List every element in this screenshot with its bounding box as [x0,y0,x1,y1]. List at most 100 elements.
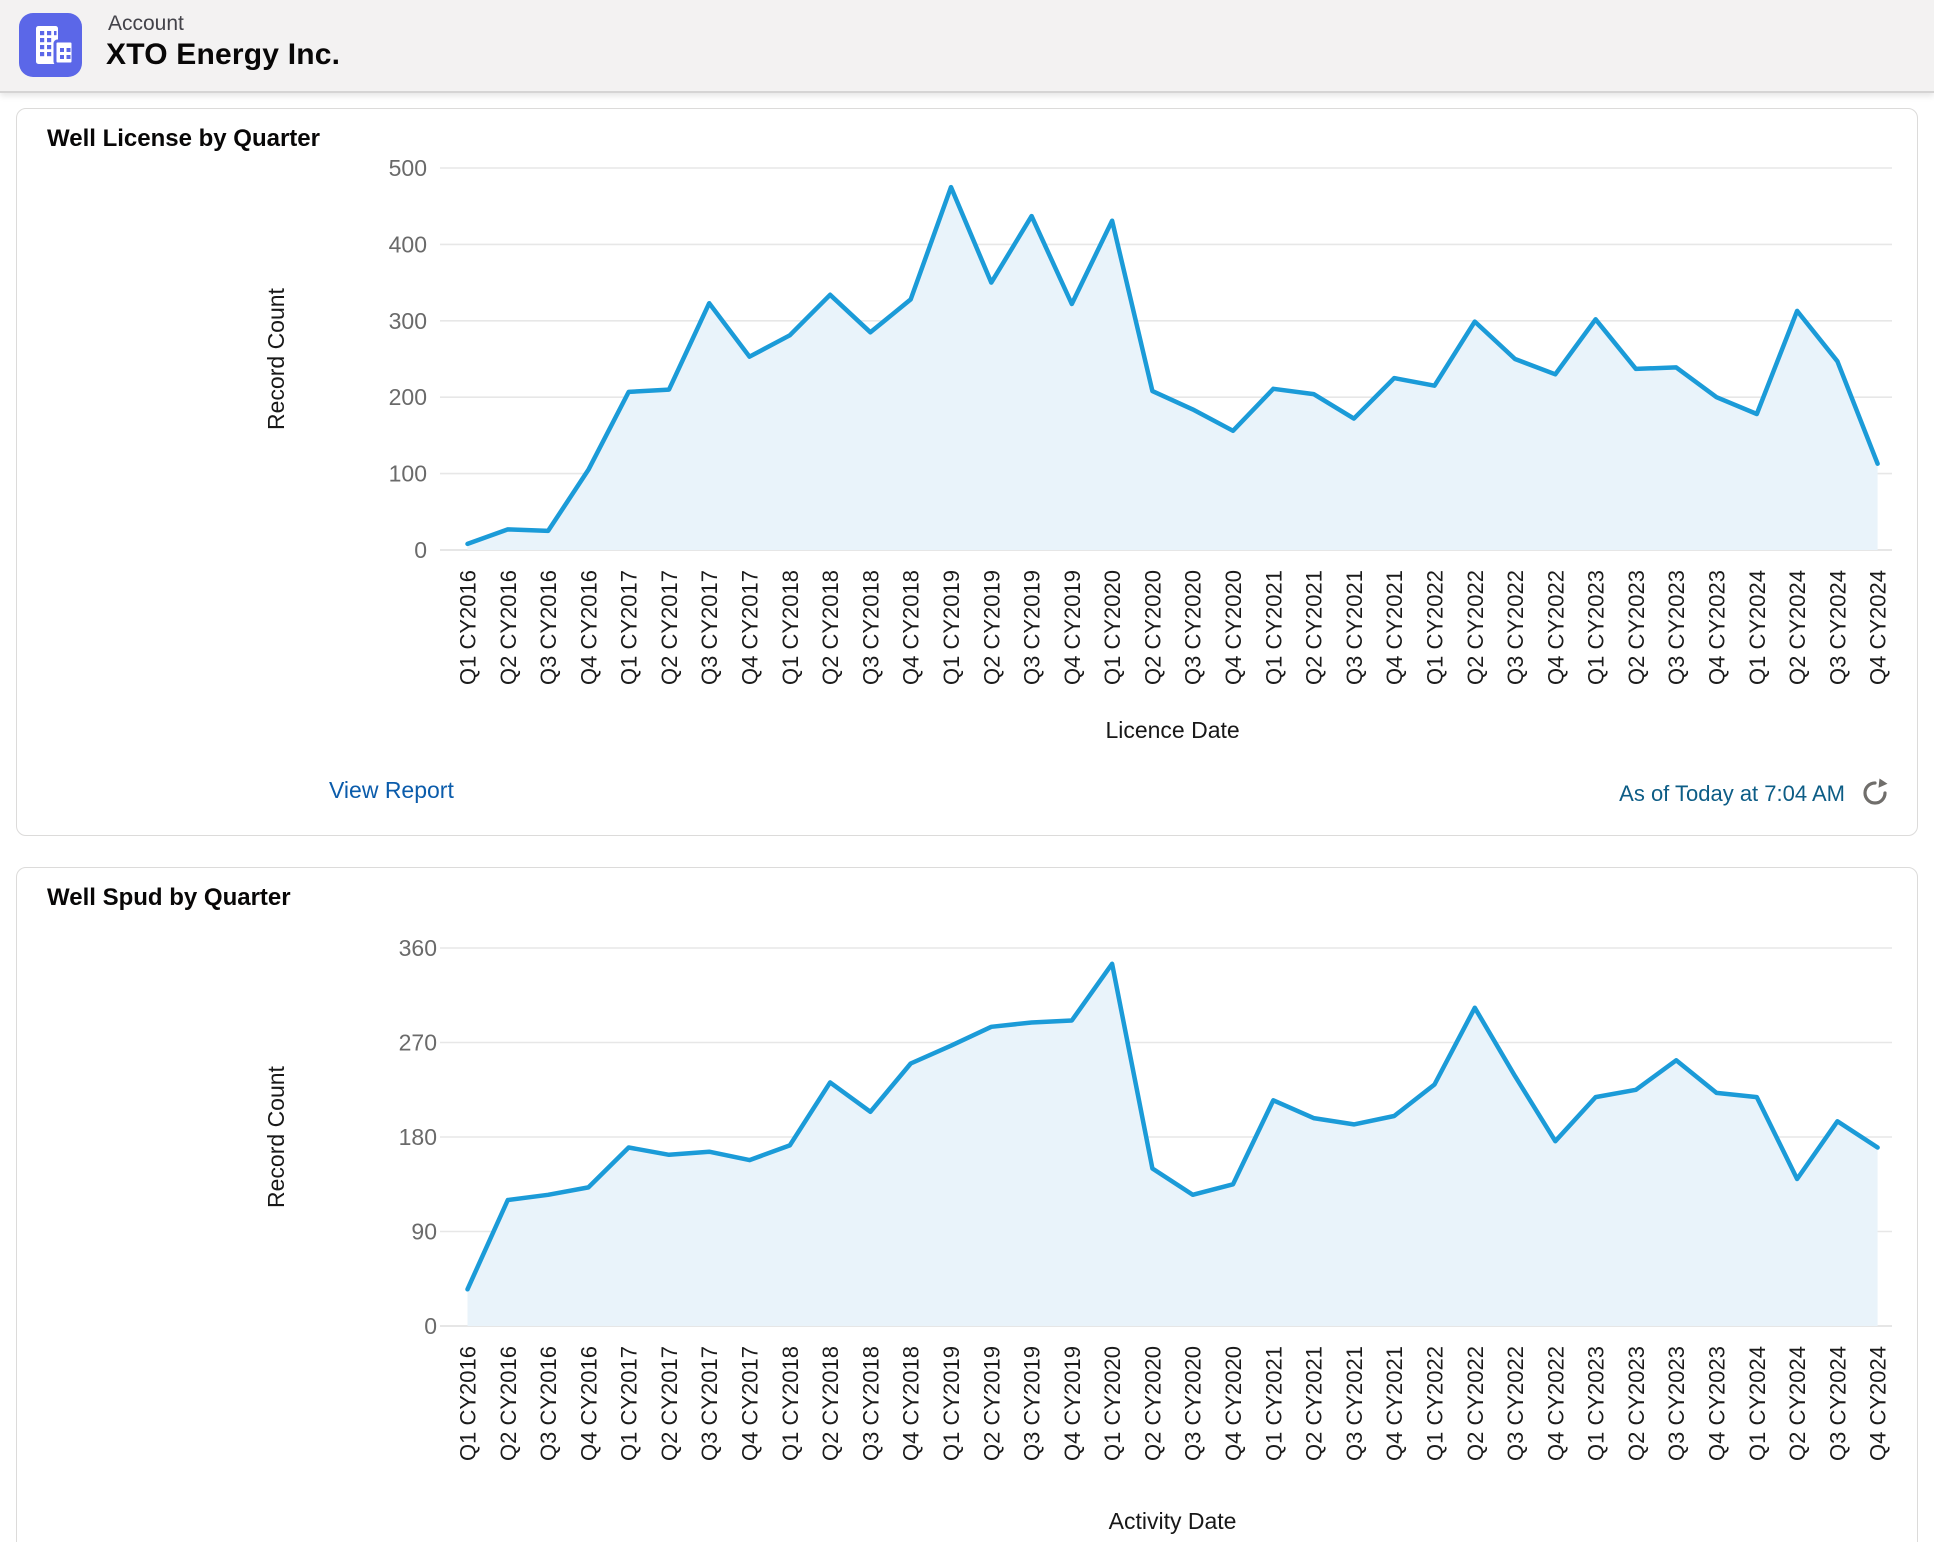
series-area [467,187,1878,550]
svg-text:Q1 CY2020: Q1 CY2020 [1100,570,1125,685]
svg-text:Q2 CY2024: Q2 CY2024 [1785,1346,1810,1461]
svg-text:Q4 CY2023: Q4 CY2023 [1704,570,1729,685]
svg-text:100: 100 [389,461,427,487]
svg-text:Q1 CY2020: Q1 CY2020 [1100,1346,1125,1461]
refresh-icon[interactable] [1859,777,1891,809]
svg-text:300: 300 [389,308,427,334]
svg-text:400: 400 [389,231,427,257]
svg-text:Q4 CY2021: Q4 CY2021 [1382,1346,1407,1461]
svg-text:Q2 CY2017: Q2 CY2017 [657,570,682,685]
entity-type-label: Account [108,12,184,35]
svg-text:Q1 CY2018: Q1 CY2018 [778,570,803,685]
svg-text:Q2 CY2023: Q2 CY2023 [1624,570,1649,685]
svg-text:Q4 CY2016: Q4 CY2016 [576,1346,601,1461]
svg-text:Q4 CY2019: Q4 CY2019 [1060,570,1085,685]
svg-text:Q1 CY2022: Q1 CY2022 [1422,1346,1447,1461]
svg-text:0: 0 [414,537,427,563]
svg-text:Q4 CY2020: Q4 CY2020 [1221,1346,1246,1461]
svg-text:Q3 CY2016: Q3 CY2016 [536,570,561,685]
svg-text:Q1 CY2016: Q1 CY2016 [456,1346,481,1461]
svg-text:Q4 CY2022: Q4 CY2022 [1543,1346,1568,1461]
series-line [465,961,1880,1292]
svg-text:Q4 CY2024: Q4 CY2024 [1866,1346,1891,1461]
page-title: XTO Energy Inc. [106,38,341,71]
svg-text:Q2 CY2017: Q2 CY2017 [657,1346,682,1461]
svg-text:Q4 CY2017: Q4 CY2017 [738,570,763,685]
svg-text:Q2 CY2021: Q2 CY2021 [1302,1346,1327,1461]
series-area [467,963,1878,1326]
svg-text:Q1 CY2024: Q1 CY2024 [1745,1346,1770,1461]
svg-text:Q3 CY2024: Q3 CY2024 [1825,570,1850,685]
svg-text:Q3 CY2021: Q3 CY2021 [1342,570,1367,685]
svg-text:500: 500 [389,155,427,181]
svg-text:Q2 CY2016: Q2 CY2016 [496,1346,521,1461]
svg-text:Q2 CY2023: Q2 CY2023 [1624,1346,1649,1461]
y-axis-tick-labels: 0 90 180 270 360 [399,935,437,1339]
svg-text:Q1 CY2019: Q1 CY2019 [939,1346,964,1461]
svg-text:Q3 CY2016: Q3 CY2016 [536,1346,561,1461]
series-line [465,184,1880,547]
svg-text:Q3 CY2017: Q3 CY2017 [697,570,722,685]
y-axis-tick-labels: 0 100 200 300 400 500 [389,155,427,563]
well-spud-card-title: Well Spud by Quarter [47,884,291,911]
x-axis-tick-labels: Q1 CY2016 Q2 CY2016 Q3 CY2016 Q4 CY2016 Q1 C… [456,1346,1891,1461]
svg-text:Q1 CY2019: Q1 CY2019 [939,570,964,685]
x-axis-title: Activity Date [1109,1508,1237,1534]
page-header: Account XTO Energy Inc. [0,0,1934,93]
svg-text:Q3 CY2023: Q3 CY2023 [1664,570,1689,685]
svg-text:Q4 CY2024: Q4 CY2024 [1866,570,1891,685]
svg-text:Q4 CY2021: Q4 CY2021 [1382,570,1407,685]
svg-text:Q1 CY2023: Q1 CY2023 [1584,570,1609,685]
svg-text:Q4 CY2020: Q4 CY2020 [1221,570,1246,685]
svg-text:Q2 CY2019: Q2 CY2019 [979,1346,1004,1461]
svg-text:Q4 CY2019: Q4 CY2019 [1060,1346,1085,1461]
svg-text:Q3 CY2021: Q3 CY2021 [1342,1346,1367,1461]
svg-text:Q2 CY2016: Q2 CY2016 [496,570,521,685]
svg-text:Q3 CY2023: Q3 CY2023 [1664,1346,1689,1461]
svg-text:Q3 CY2020: Q3 CY2020 [1181,1346,1206,1461]
svg-text:Q4 CY2023: Q4 CY2023 [1704,1346,1729,1461]
svg-text:Q2 CY2024: Q2 CY2024 [1785,570,1810,685]
svg-text:Q1 CY2021: Q1 CY2021 [1261,570,1286,685]
well-license-card-title: Well License by Quarter [47,125,320,152]
svg-text:Q2 CY2020: Q2 CY2020 [1140,570,1165,685]
svg-text:Q3 CY2018: Q3 CY2018 [858,1346,883,1461]
svg-text:Q1 CY2018: Q1 CY2018 [778,1346,803,1461]
svg-text:Q3 CY2022: Q3 CY2022 [1503,570,1528,685]
svg-text:Q1 CY2024: Q1 CY2024 [1745,570,1770,685]
svg-text:Q3 CY2022: Q3 CY2022 [1503,1346,1528,1461]
svg-text:Q1 CY2017: Q1 CY2017 [617,1346,642,1461]
x-axis-title: Licence Date [1105,717,1239,743]
well-license-card: Well License by Quarter 0 100 200 300 400 500… [16,108,1918,836]
svg-text:Q1 CY2021: Q1 CY2021 [1261,1346,1286,1461]
svg-text:Q3 CY2018: Q3 CY2018 [858,570,883,685]
svg-text:Q3 CY2024: Q3 CY2024 [1825,1346,1850,1461]
svg-text:Q1 CY2022: Q1 CY2022 [1422,570,1447,685]
svg-text:Q2 CY2022: Q2 CY2022 [1463,1346,1488,1461]
y-axis-title: Record Count [263,287,289,430]
well-spud-card: Well Spud by Quarter 0 90 180 270 360 Q1 CY20… [16,867,1918,1542]
svg-text:Q3 CY2017: Q3 CY2017 [697,1346,722,1461]
x-axis-tick-labels: Q1 CY2016 Q2 CY2016 Q3 CY2016 Q4 CY2016 Q1 C… [456,570,1891,685]
svg-text:Q4 CY2018: Q4 CY2018 [899,570,924,685]
svg-text:Q4 CY2022: Q4 CY2022 [1543,570,1568,685]
svg-text:Q2 CY2020: Q2 CY2020 [1140,1346,1165,1461]
svg-text:Q4 CY2016: Q4 CY2016 [576,570,601,685]
as-of-timestamp: As of Today at 7:04 AM [1619,781,1845,806]
well-license-chart: 0 100 200 300 400 500 Q1 CY2016 Q2 CY2016 Q3 CY2… [263,155,1892,743]
y-axis-title: Record Count [263,1065,289,1208]
svg-text:Q1 CY2023: Q1 CY2023 [1584,1346,1609,1461]
svg-text:360: 360 [399,935,437,961]
account-building-icon [19,13,82,77]
view-report-link[interactable]: View Report [329,777,454,803]
svg-text:Q2 CY2018: Q2 CY2018 [818,570,843,685]
svg-text:200: 200 [389,384,427,410]
svg-text:Q3 CY2019: Q3 CY2019 [1020,1346,1045,1461]
svg-text:180: 180 [399,1124,437,1150]
svg-text:Q3 CY2020: Q3 CY2020 [1181,570,1206,685]
svg-text:Q1 CY2017: Q1 CY2017 [617,570,642,685]
svg-text:90: 90 [411,1219,437,1245]
svg-text:Q4 CY2017: Q4 CY2017 [738,1346,763,1461]
